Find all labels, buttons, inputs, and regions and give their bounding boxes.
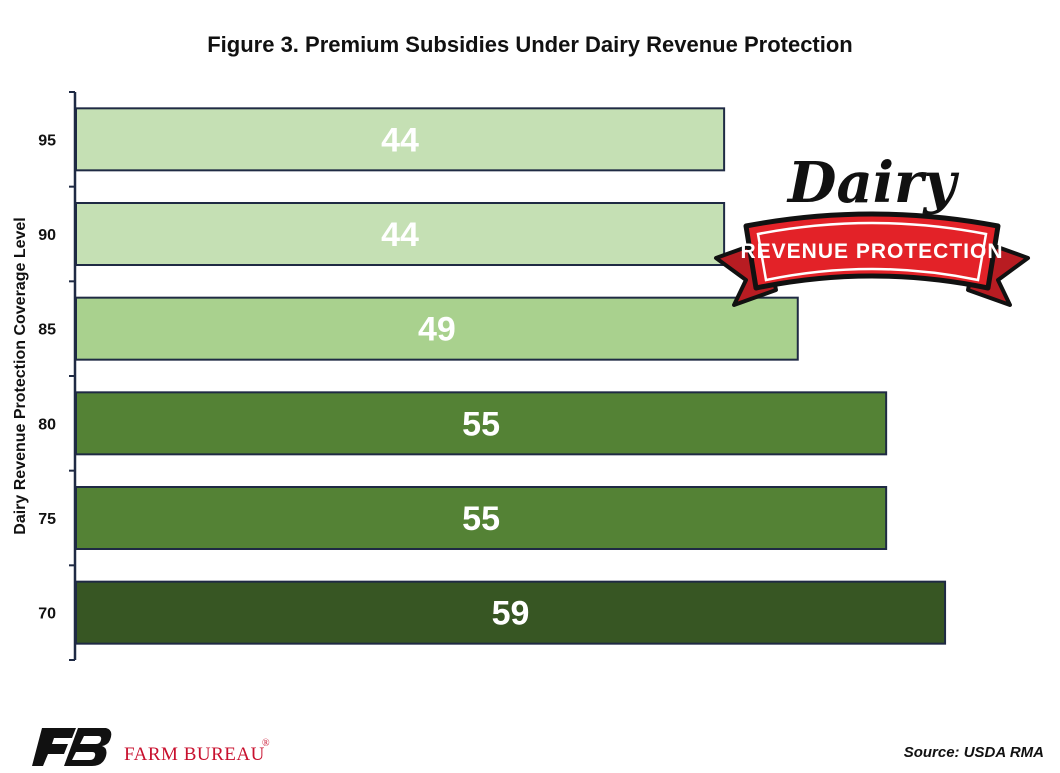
data-label-70: 59 [492,595,530,633]
data-label-90: 44 [381,216,419,254]
badge-word: Dairy [786,150,960,216]
dairy-revenue-protection-badge: Dairy REVENUE PROTECTION [714,150,1030,307]
data-label-80: 55 [462,405,500,443]
registered-mark: ® [262,738,271,749]
bar-80 [75,391,888,456]
y-axis: 95 90 85 80 75 70 [38,91,77,661]
bar-95 [75,107,726,172]
bar-75 [75,486,888,550]
y-tick-label-80: 80 [38,416,56,433]
bar-85 [75,296,799,361]
data-label-85: 49 [418,311,456,349]
bars-layer: 44 44 49 55 55 59 [75,107,947,645]
y-tick-label-70: 70 [38,606,56,623]
farm-bureau-name: FARM BUREAU [124,744,265,765]
source-note: Source: USDA RMA [903,744,1044,761]
y-tick-label-95: 95 [38,132,56,149]
badge-ribbon-text: REVENUE PROTECTION [740,240,1003,263]
y-tick-label-75: 75 [38,511,56,528]
data-label-75: 55 [462,500,500,538]
farm-bureau-logo: FARM BUREAU ® [32,724,282,768]
data-label-95: 44 [381,121,419,159]
y-tick-label-90: 90 [38,227,56,244]
y-axis-label: Dairy Revenue Protection Coverage Level [12,217,29,534]
bar-70 [75,580,947,645]
y-tick-label-85: 85 [38,322,56,339]
fb-mark-icon [32,728,112,766]
chart-title: Figure 3. Premium Subsidies Under Dairy … [207,32,853,57]
